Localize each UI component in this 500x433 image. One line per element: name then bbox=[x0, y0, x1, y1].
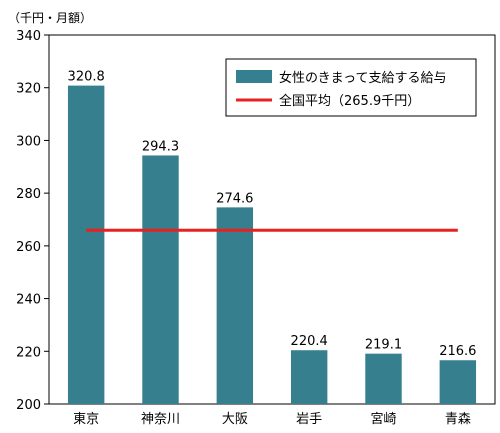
y-axis: 200 220 240 260 280 300 320 340 bbox=[16, 29, 49, 413]
category-label: 青森 bbox=[445, 412, 471, 427]
bar bbox=[142, 155, 179, 404]
legend-label-bar: 女性のきまって支給する給与 bbox=[279, 70, 446, 86]
category-label: 東京 bbox=[73, 411, 99, 427]
data-label: 219.1 bbox=[365, 338, 402, 353]
legend-box bbox=[225, 58, 477, 117]
y-tick-label: 320 bbox=[16, 82, 41, 97]
y-tick-label: 220 bbox=[16, 345, 41, 360]
legend-swatch-bar bbox=[236, 70, 272, 83]
bar bbox=[216, 207, 254, 404]
y-tick-label: 280 bbox=[16, 187, 41, 202]
plot-frame bbox=[48, 34, 496, 405]
y-unit-label: （千円・月額） bbox=[8, 11, 92, 25]
legend-label-line: 全国平均（265.9千円） bbox=[279, 93, 420, 109]
y-tick-label: 340 bbox=[16, 29, 41, 44]
y-tick-label: 300 bbox=[16, 134, 41, 149]
plot-area: 320.8 294.3 274.6 220.4 219.1 216.6 bbox=[48, 34, 496, 405]
y-tick-label: 240 bbox=[16, 293, 41, 308]
y-tick-label: 200 bbox=[16, 398, 41, 413]
bar bbox=[290, 350, 328, 404]
x-axis: 東京 神奈川 大阪 岩手 宮崎 青森 bbox=[73, 411, 471, 427]
category-label: 岩手 bbox=[296, 412, 322, 427]
data-label: 220.4 bbox=[291, 334, 328, 349]
bar bbox=[439, 360, 477, 404]
category-label: 神奈川 bbox=[141, 412, 180, 427]
data-label: 320.8 bbox=[68, 70, 105, 85]
category-label: 大阪 bbox=[222, 412, 248, 427]
data-label: 274.6 bbox=[216, 191, 253, 206]
bar bbox=[365, 353, 402, 404]
data-label: 294.3 bbox=[142, 139, 179, 154]
category-label: 宮崎 bbox=[370, 411, 396, 427]
bar bbox=[67, 85, 105, 404]
data-label: 216.6 bbox=[439, 344, 476, 359]
y-tick-label: 260 bbox=[16, 240, 41, 255]
